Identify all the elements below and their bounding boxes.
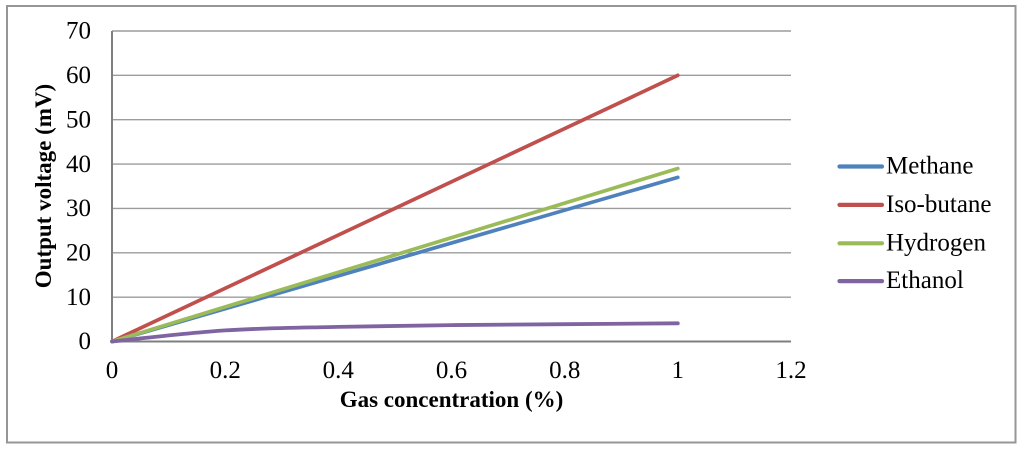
svg-text:30: 30 bbox=[66, 195, 91, 222]
svg-text:50: 50 bbox=[66, 106, 91, 133]
svg-text:Hydrogen: Hydrogen bbox=[886, 229, 986, 256]
svg-text:60: 60 bbox=[66, 62, 91, 89]
svg-text:Iso-butane: Iso-butane bbox=[886, 191, 992, 218]
svg-text:10: 10 bbox=[66, 284, 91, 311]
svg-text:20: 20 bbox=[66, 240, 91, 267]
svg-text:0.2: 0.2 bbox=[210, 357, 241, 384]
svg-text:1.2: 1.2 bbox=[775, 357, 806, 384]
svg-text:70: 70 bbox=[66, 18, 91, 45]
svg-text:0: 0 bbox=[106, 357, 119, 384]
svg-text:Ethanol: Ethanol bbox=[886, 267, 964, 294]
svg-text:40: 40 bbox=[66, 151, 91, 178]
svg-text:1: 1 bbox=[672, 357, 685, 384]
svg-text:0.4: 0.4 bbox=[323, 357, 355, 384]
svg-text:0: 0 bbox=[79, 328, 92, 355]
svg-text:0.8: 0.8 bbox=[549, 357, 580, 384]
svg-text:Gas concentration (%): Gas concentration (%) bbox=[340, 387, 564, 412]
svg-text:Methane: Methane bbox=[886, 153, 973, 180]
svg-text:Output voltage (mV): Output voltage (mV) bbox=[31, 84, 56, 288]
svg-text:0.6: 0.6 bbox=[436, 357, 467, 384]
